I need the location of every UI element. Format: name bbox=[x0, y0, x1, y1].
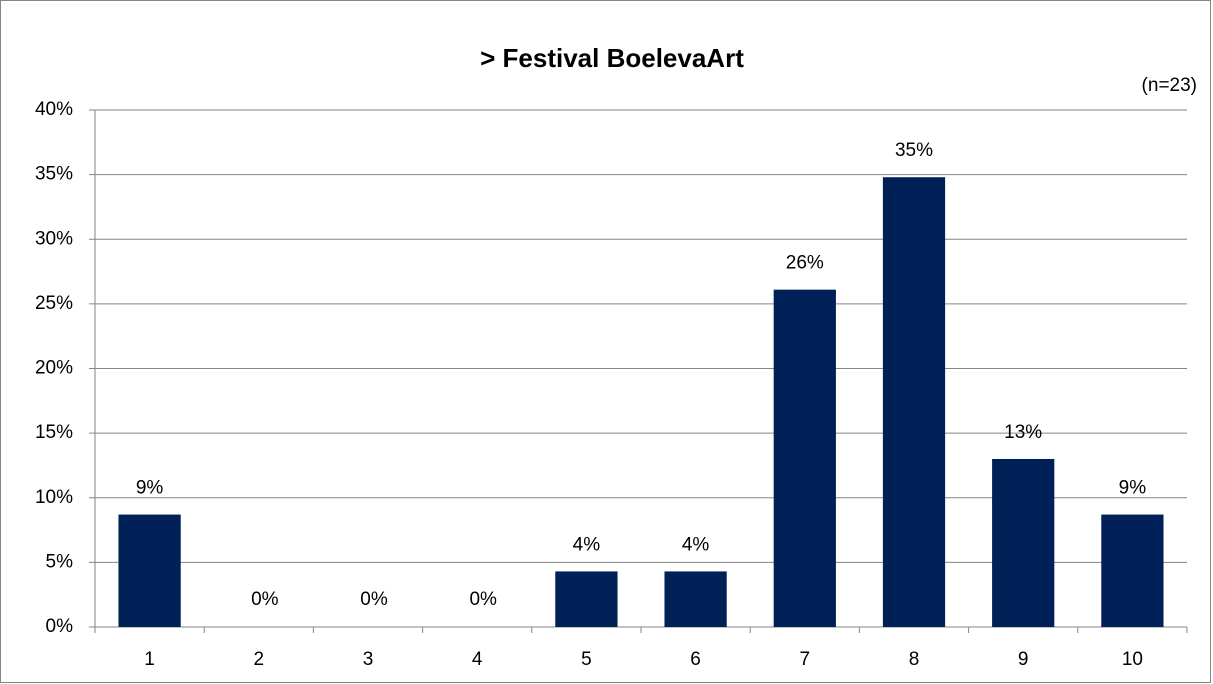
bar bbox=[773, 289, 836, 627]
data-label: 35% bbox=[895, 140, 933, 161]
data-label: 4% bbox=[682, 534, 710, 555]
y-tick-label: 25% bbox=[35, 293, 73, 314]
chart-title: > Festival BoelevaArt bbox=[480, 43, 744, 73]
data-label: 0% bbox=[360, 589, 388, 610]
x-tick-label: 3 bbox=[363, 649, 374, 670]
bar bbox=[1101, 514, 1164, 627]
x-tick-label: 6 bbox=[690, 649, 701, 670]
x-tick-label: 8 bbox=[909, 649, 920, 670]
x-tick-label: 4 bbox=[472, 649, 483, 670]
bar bbox=[992, 458, 1055, 627]
y-tick-label: 0% bbox=[46, 616, 74, 637]
y-tick-label: 30% bbox=[35, 228, 73, 249]
y-tick-label: 15% bbox=[35, 422, 73, 443]
chart-subtitle: (n=23) bbox=[1142, 75, 1197, 96]
bar bbox=[555, 571, 618, 627]
y-tick-label: 20% bbox=[35, 358, 73, 379]
data-label: 26% bbox=[786, 253, 824, 274]
data-label: 9% bbox=[1119, 478, 1147, 499]
bar bbox=[664, 571, 727, 627]
x-tick-label: 9 bbox=[1018, 649, 1029, 670]
data-label: 0% bbox=[469, 589, 497, 610]
y-tick-label: 5% bbox=[46, 551, 74, 572]
data-label: 13% bbox=[1004, 422, 1042, 443]
data-label: 9% bbox=[136, 478, 164, 499]
data-label: 4% bbox=[573, 534, 601, 555]
x-tick-label: 7 bbox=[800, 649, 811, 670]
x-tick-label: 10 bbox=[1122, 649, 1143, 670]
bar bbox=[882, 177, 946, 627]
y-tick-label: 35% bbox=[35, 164, 73, 185]
y-tick-label: 10% bbox=[35, 487, 73, 508]
data-label: 0% bbox=[251, 589, 279, 610]
x-tick-label: 2 bbox=[254, 649, 265, 670]
y-tick-label: 40% bbox=[35, 99, 73, 120]
x-tick-label: 1 bbox=[144, 649, 155, 670]
bar bbox=[118, 514, 181, 627]
x-tick-label: 5 bbox=[581, 649, 592, 670]
